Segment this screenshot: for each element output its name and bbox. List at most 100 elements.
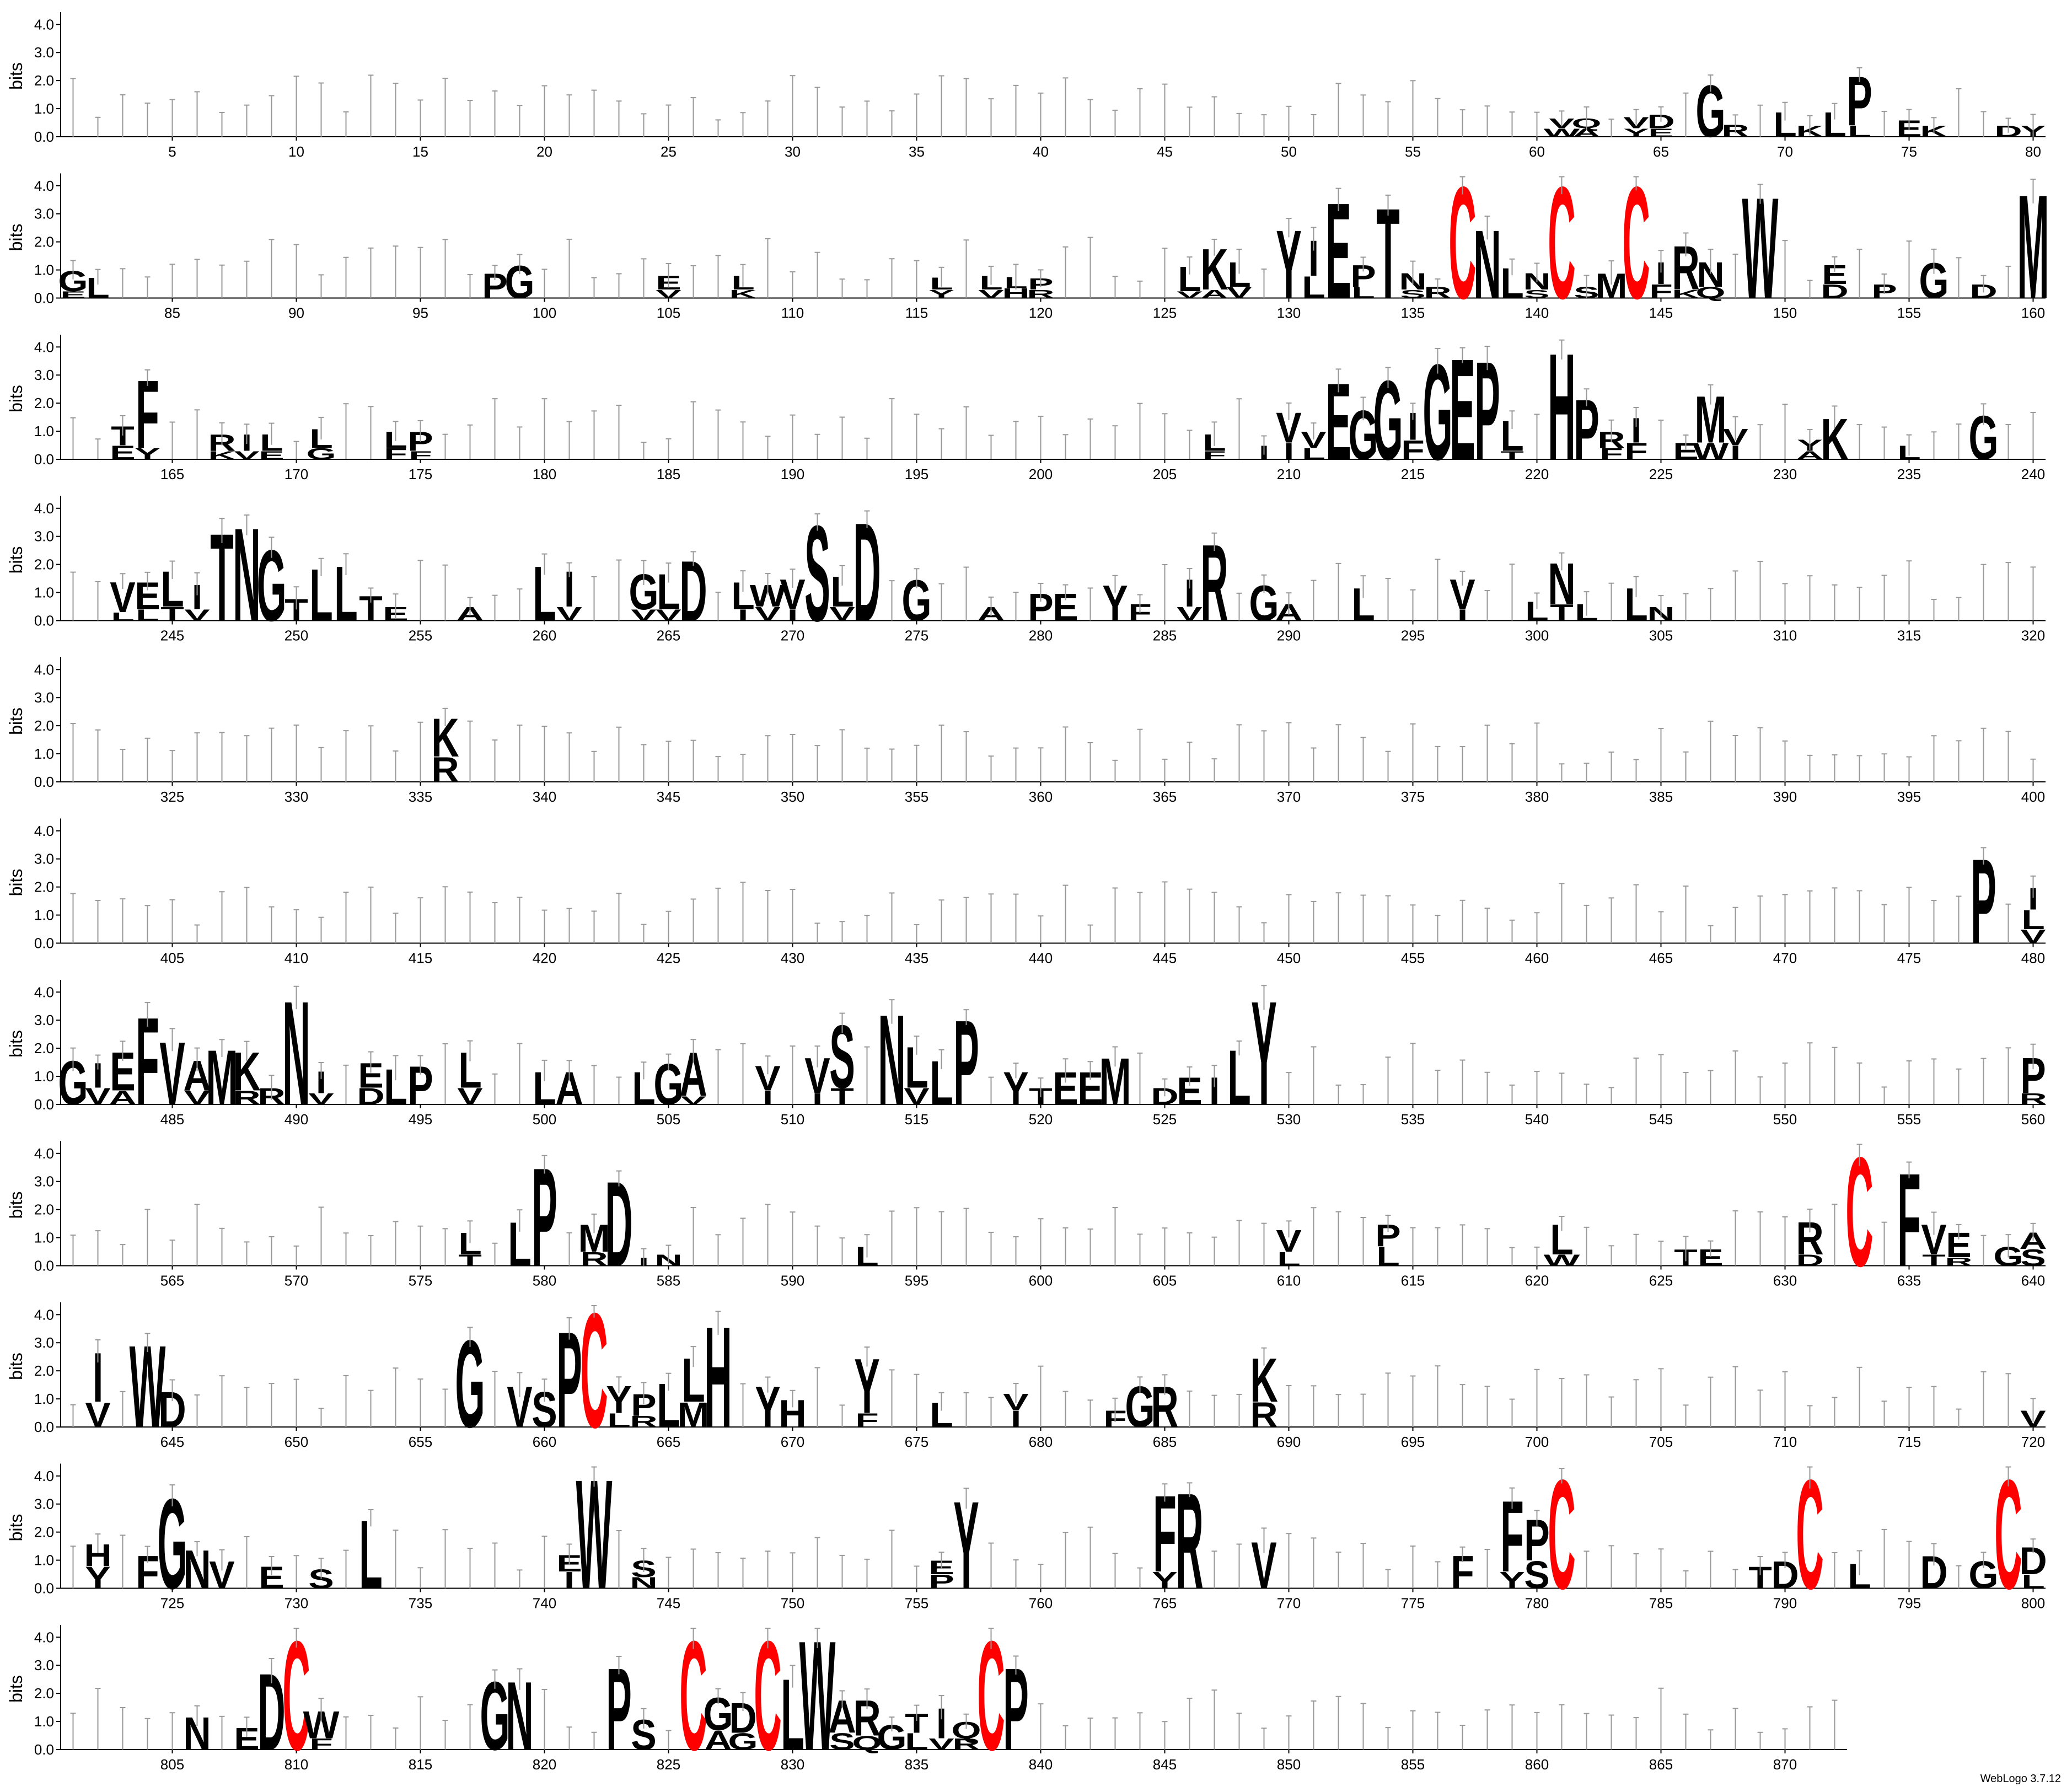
- x-tick-label: 840: [1029, 1756, 1053, 1773]
- logo-letter: V: [457, 1083, 483, 1109]
- y-axis-label: bits: [6, 62, 26, 90]
- x-tick-label: 765: [1153, 1595, 1177, 1612]
- x-tick-label: 550: [1773, 1111, 1797, 1128]
- x-tick-label: 835: [905, 1756, 928, 1773]
- x-tick-label: 800: [2021, 1595, 2045, 1612]
- logo-letter: R: [580, 1248, 608, 1270]
- x-tick-label: 660: [533, 1434, 556, 1450]
- x-tick-label: 710: [1773, 1434, 1797, 1450]
- x-tick-label: 400: [2021, 788, 2045, 805]
- y-tick-label: 4.0: [34, 178, 54, 194]
- logo-letter: V: [928, 1736, 954, 1753]
- x-tick-label: 260: [533, 627, 556, 644]
- logo-letter: T: [160, 603, 184, 625]
- x-tick-label: 175: [409, 466, 432, 482]
- x-tick-label: 30: [785, 143, 801, 160]
- logo-letter: Q: [852, 1732, 882, 1754]
- y-tick-label: 2.0: [34, 72, 54, 89]
- x-tick-label: 220: [1525, 466, 1549, 482]
- x-tick-label: 795: [1897, 1595, 1921, 1612]
- logo-letter: F: [1624, 438, 1648, 464]
- x-tick-label: 655: [409, 1434, 432, 1450]
- logo-letter: T: [458, 1252, 482, 1269]
- x-tick-label: 375: [1401, 788, 1425, 805]
- x-tick-label: 740: [533, 1595, 556, 1612]
- logo-letter: V: [978, 287, 1003, 301]
- logo-letter: S: [2020, 1245, 2046, 1271]
- x-tick-label: 140: [1525, 305, 1549, 321]
- x-tick-label: 330: [285, 788, 308, 805]
- logo-letter: R: [233, 1087, 260, 1109]
- logo-letter: E: [110, 442, 135, 464]
- x-tick-label: 690: [1277, 1434, 1301, 1450]
- x-tick-label: 860: [1525, 1756, 1549, 1773]
- x-tick-label: 685: [1153, 1434, 1177, 1450]
- logo-letter: I: [564, 1568, 575, 1594]
- x-tick-label: 65: [1653, 143, 1669, 160]
- y-tick-label: 2.0: [34, 1201, 54, 1218]
- logo-letter: I: [1209, 1069, 1220, 1113]
- x-tick-label: 460: [1525, 950, 1549, 967]
- y-tick-label: 0.0: [34, 1258, 54, 1274]
- x-tick-label: 630: [1773, 1273, 1797, 1289]
- x-tick-label: 55: [1405, 143, 1421, 160]
- x-tick-label: 300: [1525, 627, 1549, 644]
- x-tick-label: 535: [1401, 1111, 1425, 1128]
- logo-letter: Y: [135, 446, 160, 463]
- x-tick-label: 675: [905, 1434, 928, 1450]
- x-tick-label: 570: [285, 1273, 308, 1289]
- x-tick-label: 380: [1525, 788, 1549, 805]
- logo-letter: I: [1730, 442, 1741, 464]
- x-tick-label: 405: [160, 950, 184, 967]
- x-tick-label: 525: [1153, 1111, 1177, 1128]
- weblogo-version-label: WebLogo 3.7.12: [1980, 1773, 2061, 1785]
- x-tick-label: 430: [781, 950, 804, 967]
- x-tick-label: 575: [409, 1273, 432, 1289]
- logo-letter: T: [830, 1083, 854, 1109]
- y-tick-label: 2.0: [34, 879, 54, 895]
- logo-letter: I: [1011, 1406, 1021, 1432]
- x-tick-label: 235: [1897, 466, 1921, 482]
- x-tick-label: 585: [657, 1273, 680, 1289]
- y-tick-label: 4.0: [34, 1306, 54, 1323]
- x-tick-label: 560: [2021, 1111, 2045, 1128]
- x-tick-label: 555: [1897, 1111, 1921, 1128]
- x-tick-label: 165: [160, 466, 184, 482]
- logo-letter: P: [928, 1570, 954, 1592]
- x-tick-label: 95: [412, 305, 428, 321]
- x-tick-label: 105: [657, 305, 680, 321]
- x-tick-label: 320: [2021, 627, 2045, 644]
- x-tick-label: 205: [1153, 466, 1177, 482]
- x-tick-label: 760: [1029, 1595, 1053, 1612]
- y-tick-label: 4.0: [34, 823, 54, 839]
- x-tick-label: 750: [781, 1595, 804, 1612]
- x-tick-label: 450: [1277, 950, 1301, 967]
- logo-letter: F: [1649, 280, 1673, 302]
- x-tick-label: 370: [1277, 788, 1301, 805]
- x-tick-label: 510: [781, 1111, 804, 1128]
- y-tick-label: 1.0: [34, 1713, 54, 1730]
- logo-letter: V: [1226, 284, 1252, 301]
- logo-letter: L: [1351, 284, 1375, 301]
- x-tick-label: 45: [1157, 143, 1173, 160]
- y-axis-label: bits: [6, 385, 26, 412]
- x-tick-label: 275: [905, 627, 928, 644]
- x-tick-label: 730: [285, 1595, 308, 1612]
- x-tick-label: 485: [160, 1111, 184, 1128]
- logo-letter: Y: [928, 287, 954, 301]
- logo-letter: F: [1401, 434, 1425, 465]
- logo-letter: Q: [1695, 284, 1725, 301]
- logo-letter: I: [1656, 256, 1666, 291]
- x-tick-label: 20: [536, 143, 552, 160]
- logo-letter: I: [1308, 230, 1319, 287]
- y-tick-label: 0.0: [34, 613, 54, 629]
- x-tick-label: 770: [1277, 1595, 1301, 1612]
- logo-letter: A: [109, 1087, 136, 1109]
- x-tick-label: 415: [409, 950, 432, 967]
- logo-letter: D: [1821, 280, 1848, 302]
- x-tick-label: 35: [909, 143, 925, 160]
